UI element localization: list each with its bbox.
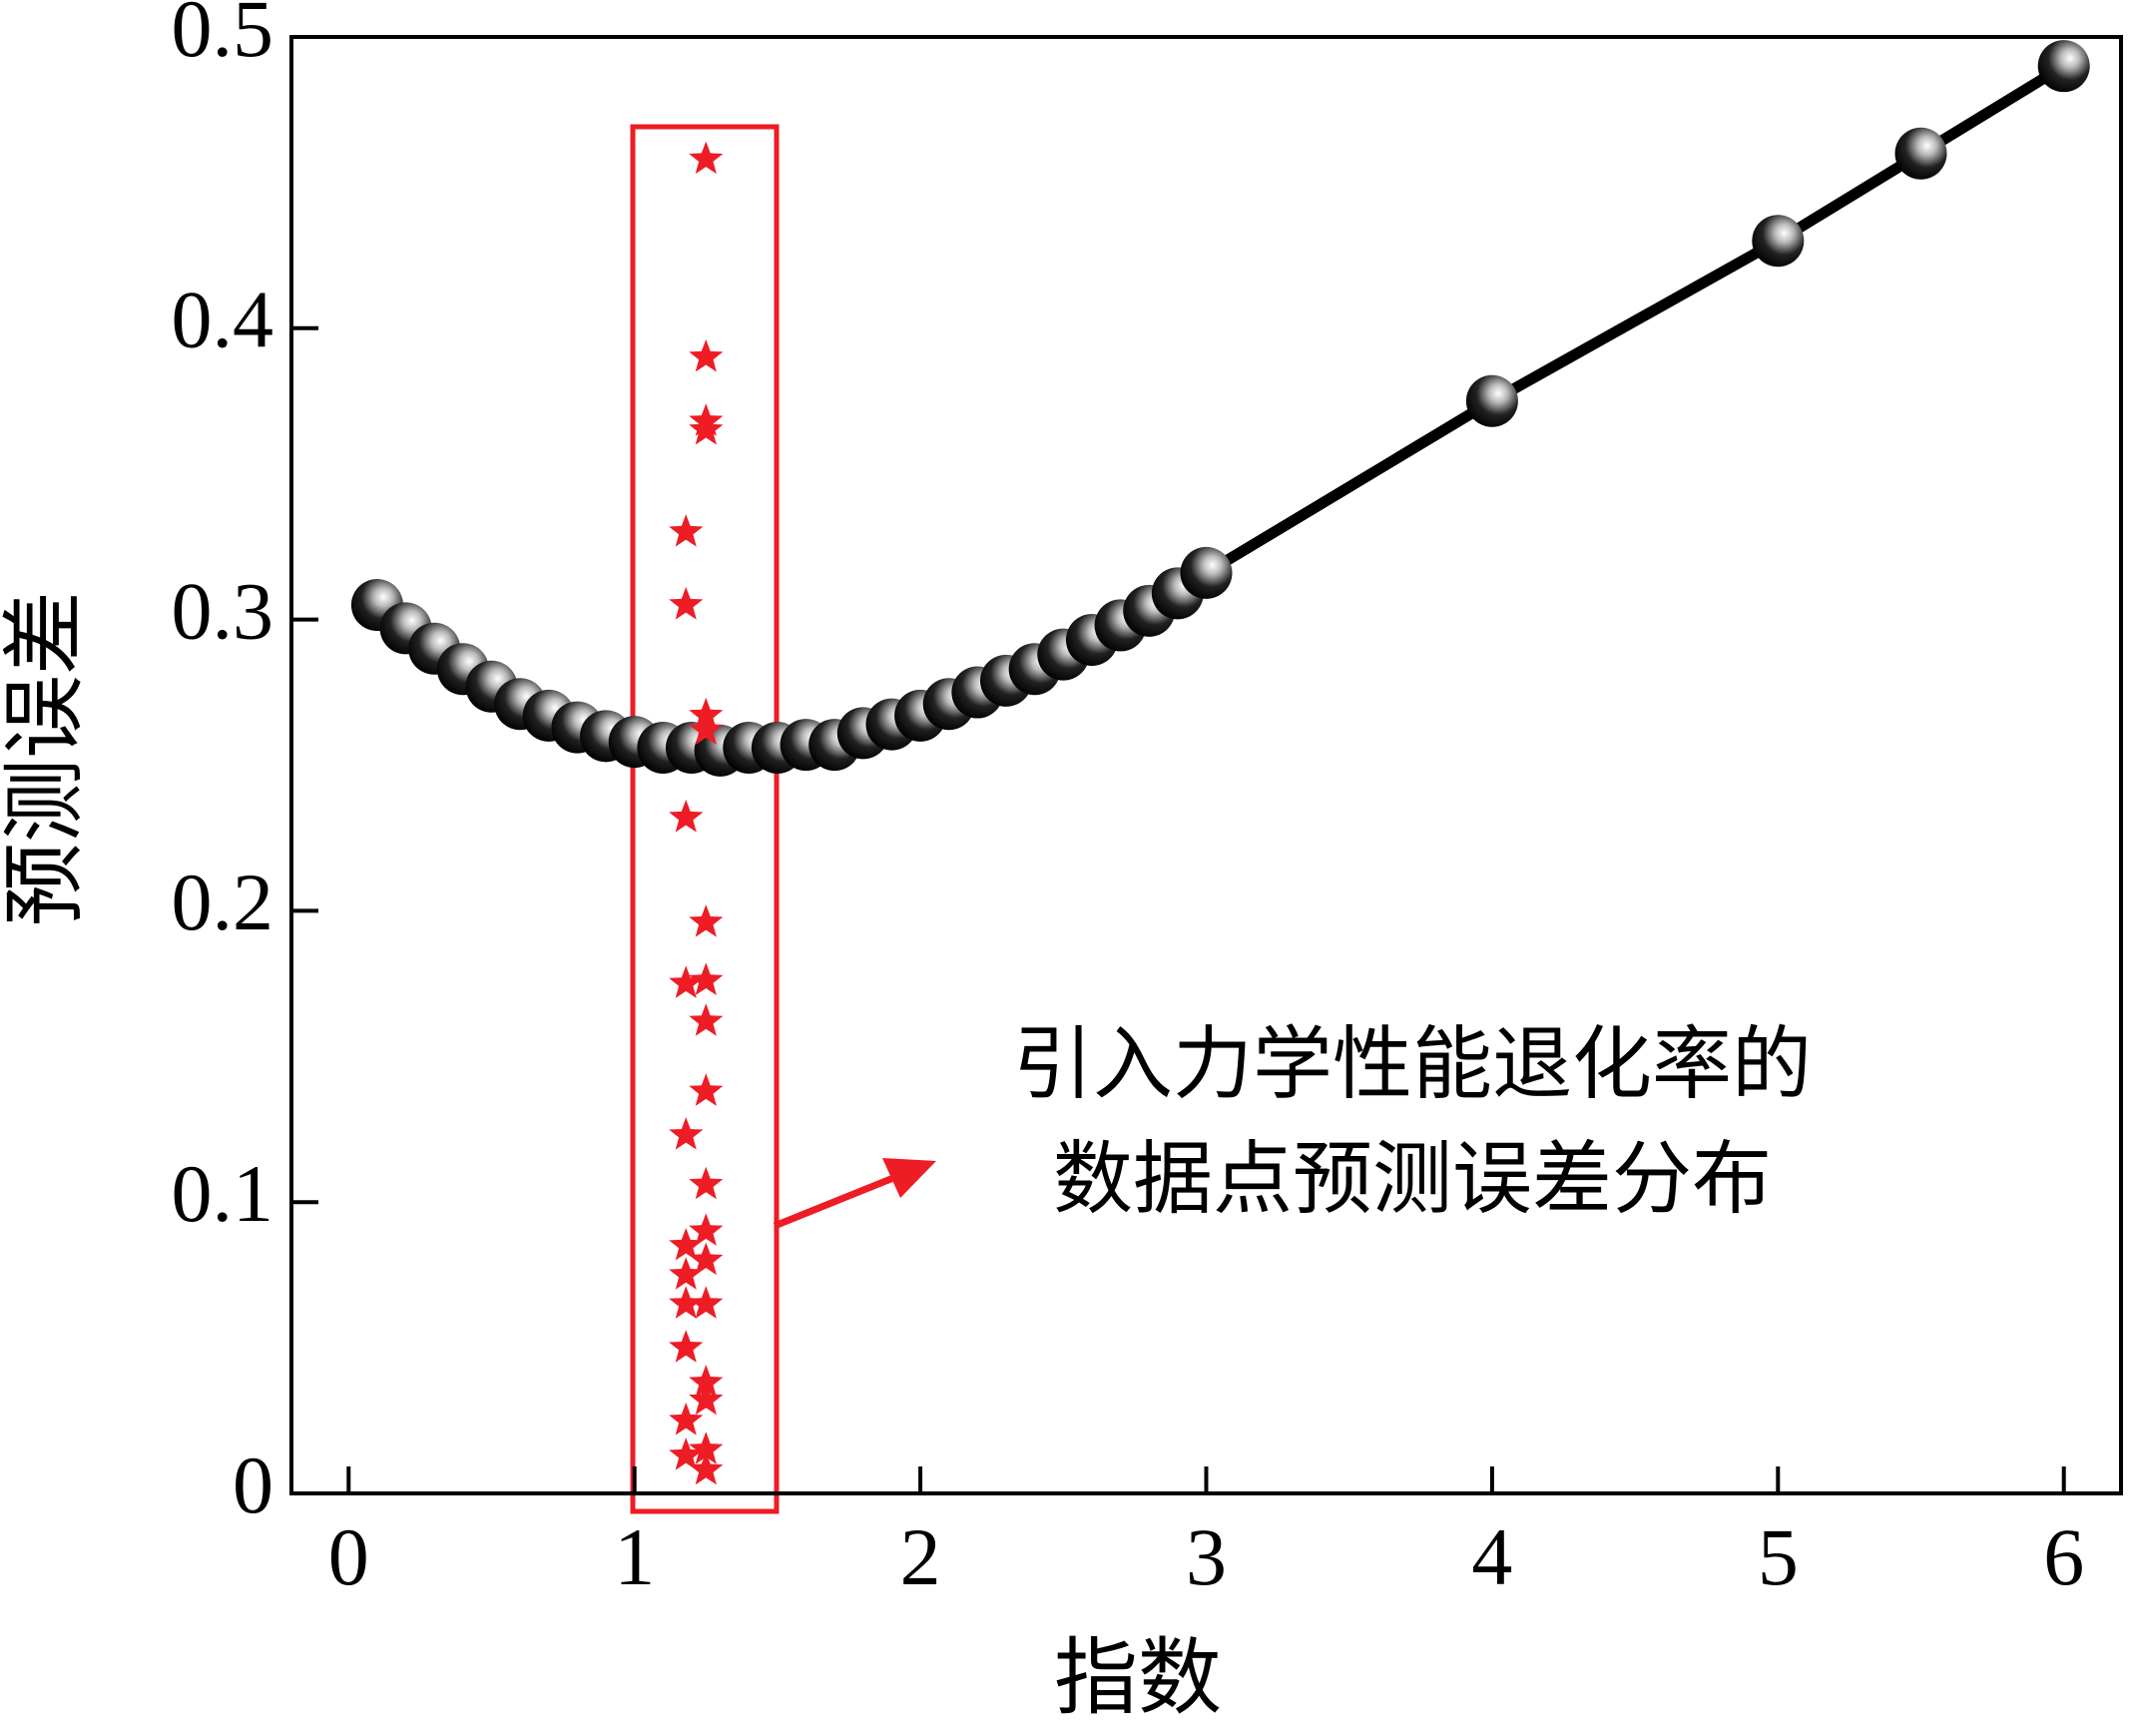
star-point — [689, 1365, 724, 1398]
y-tick-label: 0.1 — [172, 1148, 274, 1239]
arrow-head — [882, 1158, 936, 1198]
star-point — [669, 1286, 704, 1319]
highlight-box — [630, 124, 780, 1514]
x-tick-label: 0 — [328, 1511, 369, 1602]
star-point — [669, 1117, 704, 1150]
star-point — [669, 800, 704, 833]
star-point — [689, 1382, 724, 1416]
star-point — [669, 514, 704, 547]
star-point — [689, 1003, 724, 1036]
arrow-shaft — [773, 1172, 900, 1230]
star-point — [689, 411, 724, 445]
star-point — [689, 962, 724, 995]
star-point — [689, 1451, 724, 1485]
annotation-line: 引入力学性能退化率的 — [1013, 1021, 1812, 1109]
x-tick-label: 5 — [1758, 1511, 1799, 1602]
star-point — [689, 1432, 724, 1464]
annotation-line: 数据点预测误差分布 — [1053, 1136, 1772, 1224]
star-point — [689, 1166, 724, 1200]
marker — [2037, 40, 2090, 93]
star-point — [669, 1438, 704, 1470]
x-tick-label: 1 — [614, 1511, 655, 1602]
star-point — [669, 1403, 704, 1436]
y-tick-label: 0.4 — [172, 275, 274, 365]
star-point — [669, 1330, 704, 1363]
x-axis-label: 指数 — [1054, 1632, 1222, 1725]
plot-frame — [289, 35, 2123, 1495]
star-point — [669, 587, 704, 620]
marker — [1894, 127, 1947, 180]
star-point — [689, 1286, 724, 1319]
star-point — [689, 1213, 724, 1246]
y-axis-label: 预测误差 — [0, 591, 92, 926]
star-point — [669, 1257, 704, 1290]
x-tick-label: 2 — [900, 1511, 941, 1602]
x-tick-label: 6 — [2043, 1511, 2084, 1602]
star-point — [689, 339, 724, 372]
y-tick-label: 0.3 — [172, 565, 274, 656]
star-point — [689, 141, 724, 175]
x-tick-label: 3 — [1186, 1511, 1227, 1602]
line — [373, 61, 2067, 757]
star-point — [689, 712, 724, 745]
star-point — [689, 1242, 724, 1276]
marker — [1465, 374, 1518, 427]
marker — [1180, 546, 1233, 599]
star-point — [689, 904, 724, 937]
marker — [1752, 215, 1805, 268]
star-point — [669, 1228, 704, 1261]
y-tick-label: 0 — [233, 1440, 273, 1530]
star-point — [689, 1073, 724, 1106]
y-tick-label: 0.5 — [172, 0, 274, 74]
y-tick-label: 0.2 — [172, 857, 274, 947]
x-tick-label: 4 — [1471, 1511, 1512, 1602]
star-point — [669, 965, 704, 998]
